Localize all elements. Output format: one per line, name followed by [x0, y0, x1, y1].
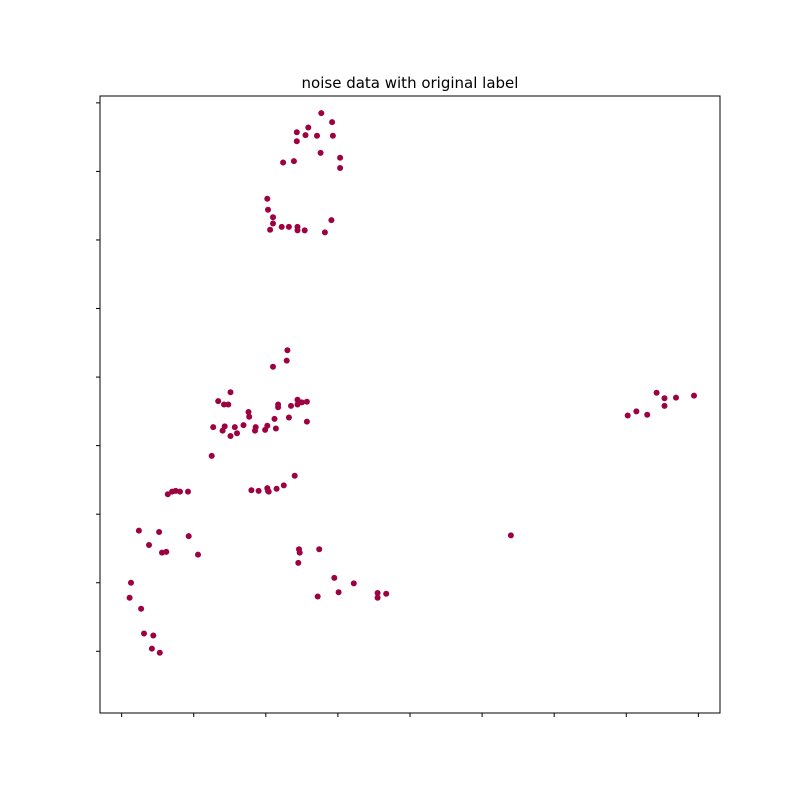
data-point	[290, 158, 297, 165]
data-point	[296, 549, 303, 556]
data-point	[219, 427, 226, 434]
data-point	[177, 488, 183, 495]
data-point	[185, 488, 191, 495]
data-point	[329, 132, 336, 139]
data-point	[293, 138, 300, 145]
data-point	[234, 430, 240, 437]
data-point	[164, 491, 171, 498]
plot-frame	[99, 95, 721, 714]
data-point	[265, 206, 271, 213]
data-point	[280, 159, 287, 166]
data-point	[138, 605, 145, 612]
data-point	[225, 401, 232, 408]
data-point	[624, 412, 631, 419]
data-point	[316, 546, 323, 553]
data-point	[374, 590, 381, 596]
data-point	[271, 415, 278, 422]
data-point	[267, 226, 274, 233]
data-point	[302, 132, 309, 139]
data-point	[262, 426, 269, 433]
data-point	[329, 119, 336, 126]
data-point	[288, 402, 294, 409]
data-point	[210, 424, 217, 431]
data-point	[294, 396, 301, 403]
data-point	[264, 195, 271, 202]
data-point	[293, 129, 300, 136]
data-point	[374, 594, 381, 601]
data-point	[653, 389, 660, 396]
data-point	[275, 404, 282, 411]
data-point	[248, 487, 255, 494]
data-point	[318, 110, 325, 117]
data-point	[135, 527, 142, 534]
data-point	[227, 389, 234, 396]
data-point	[272, 425, 279, 432]
data-point	[159, 549, 165, 556]
data-point	[156, 529, 163, 535]
data-point	[383, 590, 390, 597]
data-point	[231, 424, 238, 431]
data-point	[245, 409, 252, 415]
data-point	[240, 422, 247, 429]
data-point	[278, 223, 285, 230]
data-point	[150, 632, 157, 639]
data-points	[126, 110, 697, 656]
data-point	[317, 149, 324, 156]
data-point	[633, 408, 640, 415]
y-axis	[96, 102, 100, 652]
data-point	[321, 229, 328, 236]
data-point	[673, 394, 679, 401]
chart-title: noise data with original label	[302, 74, 519, 92]
data-point	[270, 363, 276, 370]
data-point	[128, 579, 134, 586]
data-point	[691, 392, 697, 399]
data-point	[208, 452, 215, 459]
data-point	[284, 347, 291, 354]
data-point	[148, 645, 155, 652]
data-point	[661, 402, 668, 409]
data-point	[507, 532, 514, 539]
data-point	[255, 487, 262, 494]
data-point	[221, 401, 227, 408]
data-point	[195, 551, 201, 558]
data-point	[337, 165, 344, 171]
data-point	[294, 227, 301, 234]
data-point	[303, 418, 310, 425]
data-point	[644, 411, 651, 418]
data-point	[265, 488, 272, 495]
data-point	[273, 485, 280, 492]
data-point	[295, 559, 302, 566]
data-point	[141, 630, 147, 637]
data-point	[252, 427, 258, 434]
data-point	[280, 482, 287, 489]
data-point	[285, 223, 292, 230]
data-point	[291, 472, 298, 479]
data-point	[270, 220, 276, 227]
data-point	[294, 401, 301, 408]
data-point	[146, 542, 152, 548]
x-axis	[121, 713, 699, 717]
data-point	[246, 413, 253, 420]
data-point	[285, 414, 292, 421]
data-point	[270, 214, 276, 221]
data-point	[303, 398, 310, 405]
data-point	[331, 574, 338, 581]
data-point	[156, 649, 163, 656]
data-point	[335, 589, 342, 596]
data-point	[314, 593, 321, 600]
data-point	[126, 594, 133, 601]
data-point	[328, 217, 335, 224]
data-point	[283, 357, 290, 364]
data-point	[301, 227, 308, 234]
data-point	[185, 533, 192, 540]
data-point	[314, 132, 320, 139]
data-point	[350, 580, 357, 587]
data-point	[337, 154, 344, 161]
data-point	[215, 398, 222, 405]
data-point	[305, 124, 312, 131]
data-point	[227, 433, 234, 439]
data-point	[661, 395, 668, 402]
